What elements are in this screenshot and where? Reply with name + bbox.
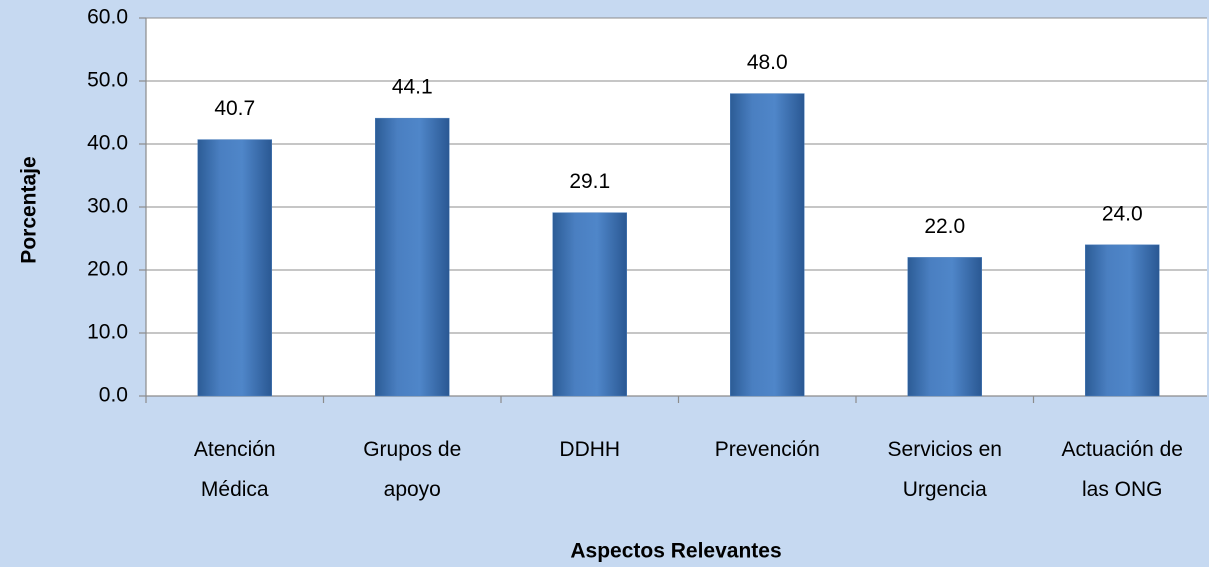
y-tick-label: 30.0 [87,195,128,218]
x-tick-label: Prevención [715,438,820,461]
bar [375,117,450,397]
data-label: 22.0 [924,215,965,238]
bar [197,139,272,397]
data-label: 24.0 [1102,202,1143,225]
data-label: 44.1 [392,76,433,99]
x-tick-label: Atención Médica [194,438,276,501]
bar [552,212,627,397]
y-tick-label: 50.0 [87,69,128,92]
x-tick-label: Servicios en Urgencia [888,438,1002,501]
x-tick-label: DDHH [559,438,620,461]
y-tick-label: 60.0 [87,6,128,29]
data-label: 40.7 [214,97,255,120]
y-tick-label: 0.0 [99,384,128,407]
bar [907,257,982,397]
data-label: 29.1 [569,170,610,193]
data-label: 48.0 [747,51,788,74]
y-tick-label: 40.0 [87,132,128,155]
y-axis-title: Porcentaje [18,156,41,263]
y-tick-label: 20.0 [87,258,128,281]
x-axis-title: Aspectos Relevantes [570,540,781,563]
bar [1085,244,1160,397]
bar [730,93,805,397]
x-tick-label: Grupos de apoyo [363,438,461,501]
y-tick-label: 10.0 [87,321,128,344]
x-tick-label: Actuación de las ONG [1062,438,1183,501]
